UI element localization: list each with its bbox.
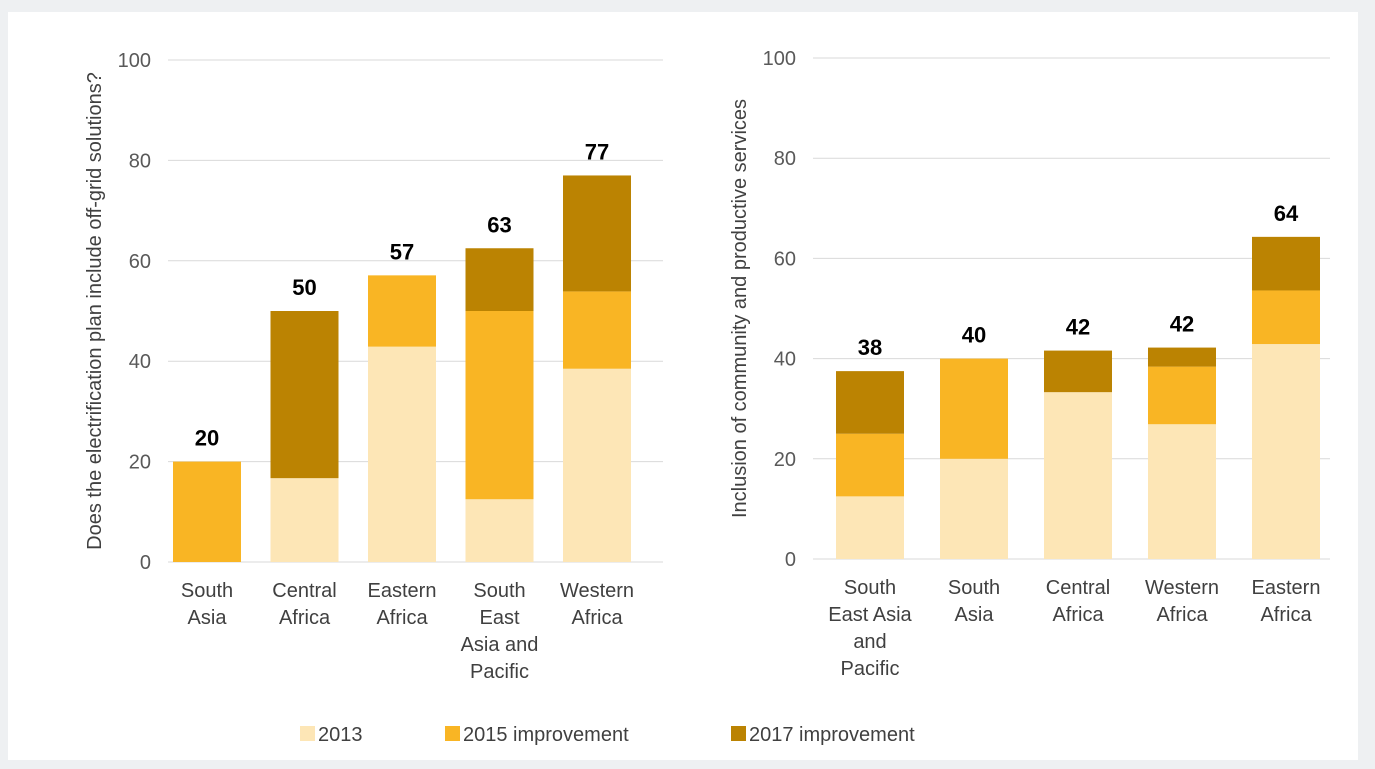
chart2-bar-s2015 <box>940 358 1008 459</box>
chart1-total-label: 63 <box>487 212 511 237</box>
chart2-ylabel: Inclusion of community and productive se… <box>729 99 751 518</box>
chart2-bar-s2015 <box>836 433 904 497</box>
chart1-ytick-label: 80 <box>129 150 151 172</box>
chart2-ytick-label: 80 <box>774 148 796 170</box>
legend-label-s2013: 2013 <box>318 724 363 746</box>
chart2-total-label: 42 <box>1170 312 1194 337</box>
chart2-bar-s2013 <box>836 496 904 559</box>
legend-swatch-s2015 <box>445 726 460 741</box>
chart2-bar-s2017 <box>1252 236 1320 291</box>
chart2-bar-s2013 <box>1148 424 1216 559</box>
chart2-category-label: South East Asia and Pacific <box>828 577 912 680</box>
chart2-bar-s2013 <box>940 458 1008 559</box>
chart2-category-label: Western Africa <box>1145 577 1219 626</box>
chart2-bar-s2013 <box>1252 344 1320 559</box>
chart2-bar-s2015 <box>1148 366 1216 425</box>
chart2-total-label: 40 <box>962 323 986 348</box>
chart2-category-label: Eastern Africa <box>1252 577 1321 626</box>
chart1-ytick-label: 60 <box>129 251 151 273</box>
chart2-ytick-label: 0 <box>785 549 796 571</box>
chart1-category-label: South East Asia and Pacific <box>461 580 539 683</box>
chart1-bar-s2013 <box>465 499 534 562</box>
chart1-bar-s2013 <box>368 346 436 562</box>
chart2-total-label: 64 <box>1274 201 1299 226</box>
chart-panel: 0 20 40 60 80 100 Does the electrification pla… <box>8 12 1358 760</box>
chart1-category-label: Eastern Africa <box>368 580 437 629</box>
chart2-total-label: 38 <box>858 335 882 360</box>
chart2-category-label: South Asia <box>948 577 1000 626</box>
chart1-ylabel: Does the electrification plan include of… <box>84 72 106 550</box>
chart2-ytick-label: 40 <box>774 349 796 371</box>
charts-svg: 0 20 40 60 80 100 Does the electrification pla… <box>84 48 1330 746</box>
chart2-ytick-label: 100 <box>763 48 796 70</box>
chart1-category-label: Central Africa <box>272 580 336 629</box>
chart1-total-label: 50 <box>292 275 316 300</box>
chart1-ytick-label: 100 <box>118 50 151 72</box>
chart2-bar-s2017 <box>1148 347 1216 367</box>
chart2-bar-s2015 <box>1252 290 1320 345</box>
legend-swatch-s2013 <box>300 726 315 741</box>
chart1-bar-s2013 <box>270 478 339 562</box>
chart1-bar-s2015 <box>563 291 631 369</box>
chart1-bar-s2015 <box>173 461 241 562</box>
chart1-bar-s2013 <box>563 368 631 562</box>
chart2-bar-s2013 <box>1044 392 1112 559</box>
chart1-bar-s2017 <box>270 311 339 479</box>
chart1-category-label: Western Africa <box>560 580 634 629</box>
chart2-ytick-label: 20 <box>774 449 796 471</box>
chart1-total-label: 57 <box>390 239 414 264</box>
legend-label-s2015: 2015 improvement <box>463 724 629 746</box>
chart1-total-label: 77 <box>585 139 609 164</box>
chart1-bar-s2015 <box>465 311 534 500</box>
chart1-bar-s2017 <box>465 248 534 311</box>
chart2-category-label: Central Africa <box>1046 577 1110 626</box>
chart1-category-label: South Asia <box>181 580 233 629</box>
legend-label-s2017: 2017 improvement <box>749 724 915 746</box>
chart1-ytick-label: 40 <box>129 351 151 373</box>
chart1-bar-s2015 <box>368 275 436 347</box>
chart1-bar-s2017 <box>563 175 631 292</box>
chart2-ytick-label: 60 <box>774 248 796 270</box>
chart2-bar-s2017 <box>1044 350 1112 393</box>
chart2-bar-s2017 <box>836 371 904 434</box>
chart2-total-label: 42 <box>1066 315 1090 340</box>
chart1-total-label: 20 <box>195 426 219 451</box>
chart1-ytick-label: 0 <box>140 552 151 574</box>
chart1-ytick-label: 20 <box>129 452 151 474</box>
legend-swatch-s2017 <box>731 726 746 741</box>
